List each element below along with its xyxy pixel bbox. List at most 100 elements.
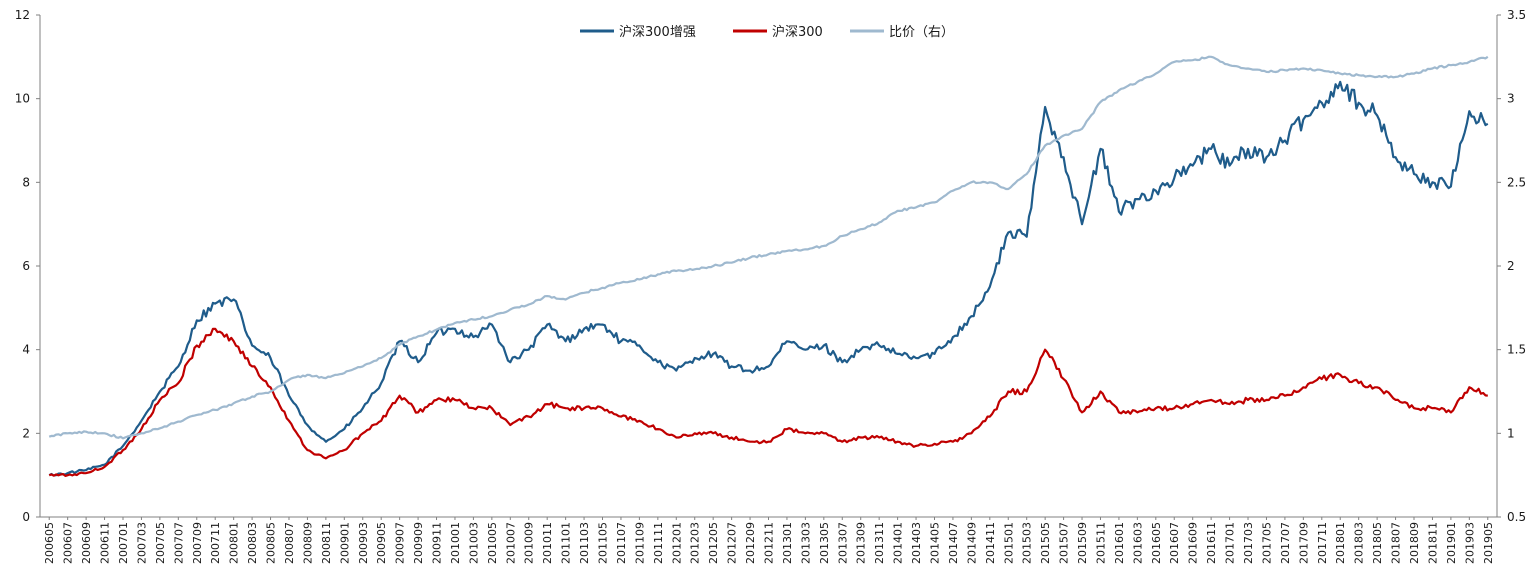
left-y-tick-label: 4 <box>22 343 30 357</box>
series-line-0 <box>48 80 1489 477</box>
x-tick-label: 200711 <box>209 522 222 564</box>
x-tick-label: 201209 <box>744 522 757 564</box>
x-tick-label: 201709 <box>1297 522 1310 564</box>
legend-label-0: 沪深300增强 <box>619 24 696 40</box>
x-tick-label: 201707 <box>1279 522 1292 564</box>
x-tick-label: 201211 <box>763 522 776 564</box>
left-y-tick-label: 0 <box>22 510 30 524</box>
x-tick-label: 201609 <box>1187 522 1200 564</box>
x-tick-label: 201107 <box>615 522 628 564</box>
x-tick-label: 200911 <box>431 522 444 564</box>
x-tick-label: 201303 <box>799 522 812 564</box>
x-tick-label: 201705 <box>1260 522 1273 564</box>
x-tick-label: 201811 <box>1426 522 1439 564</box>
x-tick-label: 200607 <box>62 522 75 564</box>
x-tick-label: 201311 <box>873 522 886 564</box>
x-tick-label: 200605 <box>43 522 56 564</box>
x-tick-label: 200701 <box>117 522 130 564</box>
x-tick-label: 200707 <box>172 522 185 564</box>
x-tick-label: 201805 <box>1371 522 1384 564</box>
right-y-tick-label: 3 <box>1507 92 1515 106</box>
x-tick-label: 201307 <box>836 522 849 564</box>
series-line-2 <box>48 55 1489 440</box>
x-tick-label: 201505 <box>1039 522 1052 564</box>
right-y-tick-label: 3.5 <box>1507 8 1526 22</box>
x-tick-label: 201801 <box>1334 522 1347 564</box>
x-tick-label: 201203 <box>689 522 702 564</box>
x-tick-label: 201701 <box>1224 522 1237 564</box>
right-y-tick-label: 1 <box>1507 426 1515 440</box>
left-y-tick-label: 6 <box>22 259 30 273</box>
x-tick-label: 200909 <box>412 522 425 564</box>
right-y-tick-label: 0.5 <box>1507 510 1526 524</box>
x-tick-label: 201501 <box>1002 522 1015 564</box>
x-tick-label: 201511 <box>1094 522 1107 564</box>
x-tick-label: 201507 <box>1058 522 1071 564</box>
x-tick-label: 201111 <box>652 522 665 564</box>
x-tick-label: 201607 <box>1168 522 1181 564</box>
x-tick-label: 200611 <box>99 522 112 564</box>
right-y-tick-labels: 0.5 1 1.5 2 2.5 3 3.5 <box>1497 8 1526 524</box>
x-tick-label: 201011 <box>541 522 554 564</box>
x-tick-label: 201201 <box>670 522 683 564</box>
x-tick-label: 201205 <box>707 522 720 564</box>
x-tick-label: 201207 <box>726 522 739 564</box>
x-tick-label: 201903 <box>1463 522 1476 564</box>
x-tick-label: 200905 <box>375 522 388 564</box>
x-tick-label: 201407 <box>947 522 960 564</box>
right-y-tick-label: 2.5 <box>1507 175 1526 189</box>
x-tick-label: 201601 <box>1113 522 1126 564</box>
x-tick-label: 201905 <box>1482 522 1495 564</box>
x-tick-label: 201503 <box>1021 522 1034 564</box>
left-y-tick-label: 10 <box>15 92 30 106</box>
x-tick-label: 201409 <box>965 522 978 564</box>
x-tick-label: 200903 <box>357 522 370 564</box>
x-tick-label: 201105 <box>597 522 610 564</box>
x-tick-label: 200709 <box>191 522 204 564</box>
right-y-tick-label: 1.5 <box>1507 343 1526 357</box>
x-tick-label: 201301 <box>781 522 794 564</box>
legend-label-2: 比价（右） <box>889 25 954 40</box>
x-tick-label: 201009 <box>523 522 536 564</box>
left-y-tick-label: 2 <box>22 426 30 440</box>
x-tick-label: 201411 <box>984 522 997 564</box>
x-tick-label: 200803 <box>246 522 259 564</box>
x-tick-label: 201007 <box>504 522 517 564</box>
x-tick-label: 201703 <box>1242 522 1255 564</box>
x-tick-label: 201603 <box>1131 522 1144 564</box>
x-tick-label: 201101 <box>560 522 573 564</box>
x-tick-label: 201309 <box>855 522 868 564</box>
x-tick-label: 201611 <box>1205 522 1218 564</box>
x-tick-label: 201509 <box>1076 522 1089 564</box>
x-tick-label: 200801 <box>228 522 241 564</box>
x-tick-label: 200805 <box>265 522 278 564</box>
x-tick-label: 200705 <box>154 522 167 564</box>
legend-label-1: 沪深300 <box>772 24 823 40</box>
right-y-tick-label: 2 <box>1507 259 1515 273</box>
series-line-1 <box>48 327 1488 477</box>
x-tick-label: 201809 <box>1408 522 1421 564</box>
x-tick-label: 201103 <box>578 522 591 564</box>
x-tick-label: 200901 <box>338 522 351 564</box>
x-tick-label: 201305 <box>818 522 831 564</box>
left-y-tick-labels: 0 2 4 6 8 10 12 <box>15 8 40 524</box>
x-tick-label: 201807 <box>1390 522 1403 564</box>
x-tick-label: 201403 <box>910 522 923 564</box>
x-tick-label: 201001 <box>449 522 462 564</box>
x-tick-label: 200703 <box>135 522 148 564</box>
x-tick-label: 201005 <box>486 522 499 564</box>
left-y-tick-label: 12 <box>15 8 30 22</box>
x-tick-label: 201803 <box>1353 522 1366 564</box>
x-tick-label: 201405 <box>928 522 941 564</box>
x-tick-label: 200609 <box>80 522 93 564</box>
x-tick-label: 200809 <box>301 522 314 564</box>
series-layer <box>48 55 1489 477</box>
legend: 沪深300增强 沪深300 比价（右） <box>580 24 954 40</box>
x-tick-label: 201109 <box>633 522 646 564</box>
x-tick-label: 201003 <box>467 522 480 564</box>
x-tick-labels: 200605 200607 200609 200611 200701 200703 2007… <box>43 517 1495 564</box>
x-tick-label: 201605 <box>1150 522 1163 564</box>
x-tick-label: 200811 <box>320 522 333 564</box>
left-y-tick-label: 8 <box>22 175 30 189</box>
